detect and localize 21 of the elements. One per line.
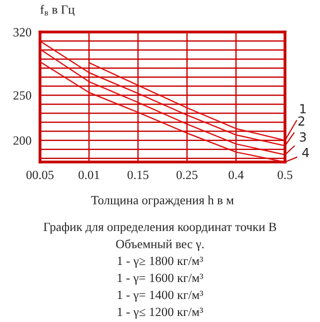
x-tick-label: 0.25 [176, 170, 198, 180]
x-tick-label: 0.15 [128, 170, 148, 180]
text: 1 - γ≤ 1200 кг/м³ [118, 308, 204, 319]
text: График для определения координат точки В [44, 222, 276, 234]
y-tick-label: 320 [14, 28, 32, 36]
text: 1 - γ≥ 1800 кг/м³ [118, 256, 204, 268]
x-tick-label: 0.5 [278, 170, 292, 180]
y-tick-label: 200 [13, 136, 32, 145]
annotation: 4 [302, 148, 309, 158]
x-axis-title: Толщина ограждения h в м [91, 196, 234, 207]
text: 1 - γ= 1600 кг/м³ [118, 274, 204, 285]
annotation: 1 [300, 104, 306, 114]
x-tick-label: 0.4 [228, 170, 244, 180]
y-axis-title: f$_{в}$ в Гц [40, 4, 74, 16]
annotation: 3 [300, 132, 306, 142]
text: 1 - γ= 1400 кг/м³ [118, 290, 204, 302]
text: Объемный вес γ. [116, 239, 204, 251]
x-tick-label: 0.01 [78, 170, 100, 180]
x-tick-label: 00.05 [26, 170, 54, 180]
annotation: 2 [298, 116, 304, 126]
y-tick-label: 250 [13, 91, 32, 100]
